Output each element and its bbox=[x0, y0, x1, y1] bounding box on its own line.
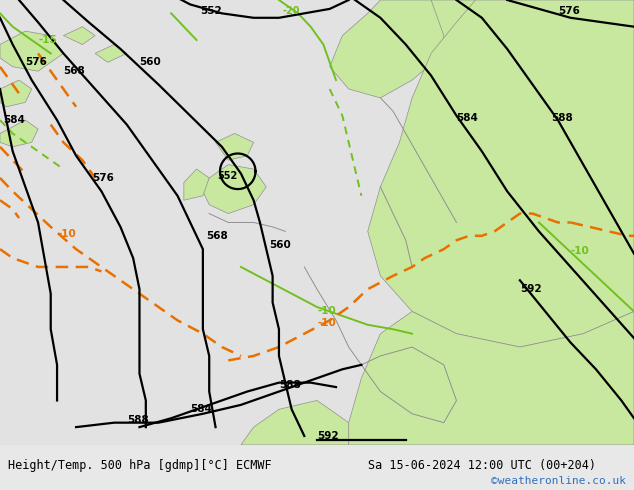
Text: 560: 560 bbox=[139, 57, 161, 67]
Polygon shape bbox=[63, 26, 95, 45]
Polygon shape bbox=[0, 80, 32, 107]
Polygon shape bbox=[349, 312, 634, 445]
Polygon shape bbox=[330, 0, 456, 98]
Polygon shape bbox=[95, 45, 127, 62]
Text: 592: 592 bbox=[317, 431, 339, 441]
Text: Sa 15-06-2024 12:00 UTC (00+204): Sa 15-06-2024 12:00 UTC (00+204) bbox=[368, 459, 596, 472]
Polygon shape bbox=[0, 31, 63, 71]
Text: -10: -10 bbox=[57, 228, 76, 239]
Polygon shape bbox=[241, 400, 349, 445]
Text: -20: -20 bbox=[282, 6, 300, 16]
Text: 584: 584 bbox=[456, 113, 479, 123]
Text: 552: 552 bbox=[217, 171, 237, 181]
Text: -10: -10 bbox=[571, 246, 590, 256]
Text: 592: 592 bbox=[520, 284, 541, 294]
Polygon shape bbox=[216, 133, 254, 160]
Polygon shape bbox=[431, 0, 507, 89]
Text: 584: 584 bbox=[3, 115, 25, 125]
Polygon shape bbox=[368, 0, 634, 347]
Text: 568: 568 bbox=[206, 231, 228, 241]
Text: 568: 568 bbox=[63, 66, 85, 76]
Text: 584: 584 bbox=[190, 404, 212, 415]
Text: -15: -15 bbox=[38, 35, 57, 45]
Text: -10: -10 bbox=[317, 306, 336, 317]
Text: 576: 576 bbox=[558, 6, 580, 16]
Polygon shape bbox=[184, 169, 209, 200]
Text: 588: 588 bbox=[552, 113, 573, 123]
Text: 560: 560 bbox=[269, 240, 291, 250]
Polygon shape bbox=[0, 120, 38, 147]
Text: 576: 576 bbox=[25, 57, 48, 67]
Text: 576: 576 bbox=[92, 173, 114, 183]
Text: Height/Temp. 500 hPa [gdmp][°C] ECMWF: Height/Temp. 500 hPa [gdmp][°C] ECMWF bbox=[8, 459, 271, 472]
Text: ©weatheronline.co.uk: ©weatheronline.co.uk bbox=[491, 476, 626, 487]
Text: -10: -10 bbox=[317, 318, 336, 328]
Text: 552: 552 bbox=[200, 6, 221, 16]
Text: 588: 588 bbox=[127, 416, 148, 425]
Polygon shape bbox=[203, 165, 266, 214]
Text: 588: 588 bbox=[279, 380, 301, 390]
